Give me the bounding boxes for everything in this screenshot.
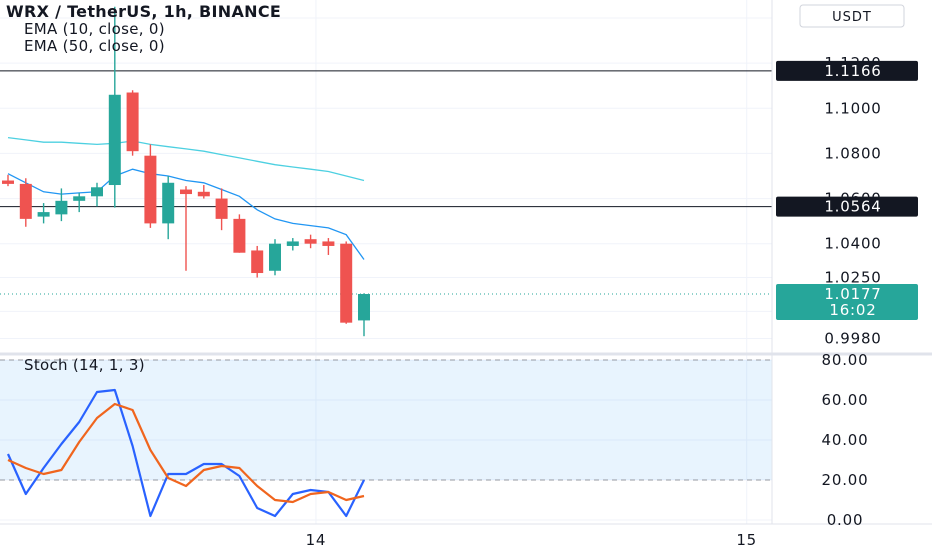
time-axis[interactable]: 14 15 xyxy=(306,531,757,549)
stoch-band-lines xyxy=(0,359,772,481)
candle xyxy=(91,182,103,207)
stoch-axis[interactable]: 80.00 60.00 40.00 20.00 0.00 xyxy=(822,351,869,529)
symbol-title[interactable]: WRX / TetherUS, 1h, BINANCE xyxy=(6,2,281,21)
candle-body xyxy=(180,189,192,195)
candle xyxy=(180,186,192,271)
candle-body xyxy=(37,212,50,217)
candle xyxy=(197,185,210,199)
candle-body xyxy=(55,200,68,215)
stoch-lines xyxy=(6,388,365,518)
grid xyxy=(0,0,772,524)
candle-body xyxy=(2,180,14,184)
candle xyxy=(108,6,121,208)
horizontal-lines xyxy=(0,70,772,295)
candles xyxy=(2,6,370,337)
price-tick-label: 1.0250 xyxy=(824,269,881,287)
candle xyxy=(2,174,14,187)
candle-body xyxy=(304,239,317,244)
candle-body xyxy=(233,218,246,253)
candle xyxy=(286,238,299,251)
candle xyxy=(322,238,335,255)
stoch-band xyxy=(0,360,772,480)
candle-body xyxy=(251,250,264,274)
candle xyxy=(340,241,353,324)
price-tick-label: 1.0800 xyxy=(824,144,881,162)
stoch-tick-label: 80.00 xyxy=(822,351,869,369)
stoch-tick-label: 40.00 xyxy=(822,431,869,449)
countdown-label: 16:02 xyxy=(829,301,876,319)
candle xyxy=(251,245,264,278)
candle-body xyxy=(73,196,86,201)
candle-body xyxy=(19,183,32,219)
price-tick-label: 0.9980 xyxy=(824,329,881,347)
candle xyxy=(162,176,175,240)
candle-body xyxy=(197,191,210,197)
candle xyxy=(55,188,68,222)
price-pane[interactable] xyxy=(0,0,772,352)
candle-body xyxy=(340,243,353,323)
ema50-legend[interactable]: EMA (50, close, 0) xyxy=(24,37,165,55)
time-tick-label: 14 xyxy=(306,531,327,549)
ema50-line xyxy=(7,136,365,182)
candle-body xyxy=(322,241,335,246)
stoch-k-line xyxy=(6,388,365,518)
candle-body xyxy=(91,187,103,197)
currency-button[interactable]: USDT xyxy=(799,4,905,28)
ema10-legend[interactable]: EMA (10, close, 0) xyxy=(24,20,165,38)
current-price-tag-bg xyxy=(776,284,918,321)
candle-body xyxy=(286,241,299,246)
current-price-label: 1.0177 xyxy=(824,285,881,303)
candle xyxy=(73,192,86,213)
stoch-tick-label: 60.00 xyxy=(822,391,869,409)
candle-body xyxy=(215,198,228,219)
line-price-tag-label: 1.1166 xyxy=(824,62,881,80)
candle-body xyxy=(358,294,370,321)
candle xyxy=(37,203,50,224)
stoch-legend[interactable]: Stoch (14, 1, 3) xyxy=(24,356,145,374)
candle-body xyxy=(108,94,121,186)
candle-body xyxy=(144,155,157,224)
candle-body xyxy=(269,243,281,271)
candle xyxy=(358,293,370,337)
candle xyxy=(144,144,157,228)
price-tick-label: 1.0400 xyxy=(824,235,881,253)
stoch-tick-label: 20.00 xyxy=(822,471,869,489)
line-price-tag: 1.0564 xyxy=(776,196,918,217)
time-tick-label: 15 xyxy=(736,531,757,549)
stoch-tick-label: 0.00 xyxy=(827,511,864,529)
candle xyxy=(269,239,281,276)
candle xyxy=(126,90,139,156)
candle-body xyxy=(162,182,175,224)
ema10-line xyxy=(7,168,365,260)
candle xyxy=(304,234,317,249)
line-price-tag-label: 1.0564 xyxy=(824,198,881,216)
currency-label: USDT xyxy=(832,10,872,25)
line-price-tag-bg xyxy=(776,60,918,81)
candle-body xyxy=(126,92,139,152)
price-tick-label: 1.1000 xyxy=(824,99,881,117)
line-price-tag-bg xyxy=(776,196,918,217)
line-price-tag: 1.1166 xyxy=(776,60,918,81)
candle xyxy=(233,214,246,253)
stoch-d-line xyxy=(7,402,365,504)
candle xyxy=(215,188,228,231)
candle xyxy=(19,178,32,227)
